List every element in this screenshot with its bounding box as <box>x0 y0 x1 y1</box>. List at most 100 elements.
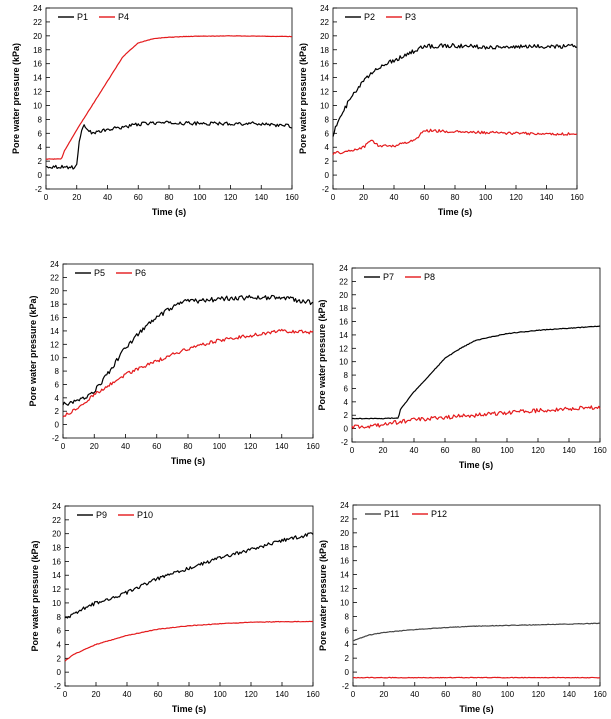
x-tick-label: 40 <box>123 690 132 699</box>
y-tick-label: 8 <box>38 115 43 124</box>
y-tick-label: 18 <box>52 544 61 553</box>
y-tick-label: 18 <box>33 46 42 55</box>
x-tick-label: 140 <box>562 690 576 699</box>
y-tick-label: 18 <box>50 300 59 309</box>
y-tick-label: 24 <box>52 502 61 511</box>
legend-label: P1 <box>77 12 88 22</box>
y-tick-label: 4 <box>345 640 350 649</box>
y-tick-label: 6 <box>55 380 60 389</box>
legend-label: P12 <box>431 509 447 519</box>
y-tick-label: 2 <box>38 157 43 166</box>
y-tick-label: 12 <box>33 88 42 97</box>
x-tick-label: 20 <box>92 690 101 699</box>
y-tick-label: 6 <box>345 626 350 635</box>
y-tick-label: 6 <box>344 384 349 393</box>
chart-panel-p5-p6: 0 20 40 60 80 100 120 140 160-202468101214161820… <box>28 260 320 466</box>
y-axis-title: Pore water pressure (kPa) <box>298 43 308 154</box>
x-tick-label: 20 <box>359 193 368 202</box>
x-tick-label: 120 <box>224 193 238 202</box>
y-tick-label: 8 <box>345 612 350 621</box>
y-tick-label: -2 <box>35 185 43 194</box>
x-tick-label: 120 <box>531 446 545 455</box>
y-tick-label: 20 <box>50 287 59 296</box>
legend-label: P3 <box>405 12 416 22</box>
x-tick-label: 0 <box>331 193 336 202</box>
x-tick-label: 100 <box>479 193 493 202</box>
x-tick-label: 140 <box>562 446 576 455</box>
x-tick-label: 120 <box>244 690 258 699</box>
y-tick-label: -2 <box>322 185 330 194</box>
y-tick-label: 4 <box>57 640 62 649</box>
y-tick-label: 12 <box>52 585 61 594</box>
x-tick-label: 100 <box>500 446 514 455</box>
y-tick-label: 8 <box>57 613 62 622</box>
x-tick-label: 100 <box>501 690 515 699</box>
y-tick-label: 18 <box>320 46 329 55</box>
y-tick-label: 8 <box>55 367 60 376</box>
legend-label: P5 <box>94 268 105 278</box>
x-tick-label: 120 <box>509 193 523 202</box>
y-tick-label: 4 <box>325 143 330 152</box>
x-tick-label: 60 <box>134 193 143 202</box>
x-tick-label: 40 <box>390 193 399 202</box>
y-tick-label: 18 <box>340 543 349 552</box>
y-tick-label: 16 <box>50 314 59 323</box>
y-tick-label: 0 <box>38 171 43 180</box>
x-tick-label: 40 <box>103 193 112 202</box>
x-tick-label: 80 <box>451 193 460 202</box>
x-tick-label: 140 <box>275 690 289 699</box>
y-tick-label: 4 <box>344 398 349 407</box>
x-tick-label: 100 <box>193 193 207 202</box>
y-tick-label: 0 <box>344 425 349 434</box>
chart-panel-p1-p4: 0 20 40 60 80 100 120 140 160-202468101214161820… <box>11 4 299 217</box>
x-tick-label: 60 <box>441 446 450 455</box>
y-tick-label: 0 <box>57 668 62 677</box>
x-tick-label: 40 <box>121 442 130 451</box>
y-tick-label: 10 <box>340 598 349 607</box>
x-tick-label: 100 <box>213 442 227 451</box>
x-axis-title: Time (s) <box>438 207 472 217</box>
x-tick-label: 20 <box>379 690 388 699</box>
y-tick-label: 22 <box>33 18 42 27</box>
y-tick-label: 6 <box>325 129 330 138</box>
y-tick-label: 22 <box>52 516 61 525</box>
y-tick-label: 24 <box>320 4 329 13</box>
series-line-p5 <box>62 294 314 406</box>
plot-frame <box>64 505 314 687</box>
y-tick-label: 2 <box>325 157 330 166</box>
series-line-p7 <box>351 325 601 420</box>
x-tick-label: 40 <box>410 446 419 455</box>
y-tick-label: 12 <box>340 585 349 594</box>
series-line-p8 <box>351 405 601 430</box>
x-tick-label: 160 <box>593 446 607 455</box>
series-line-p9 <box>64 532 314 619</box>
y-tick-label: -2 <box>52 434 60 443</box>
series-line-p4 <box>45 35 293 160</box>
y-tick-label: 14 <box>50 327 59 336</box>
x-axis-title: Time (s) <box>172 704 206 714</box>
legend-label: P7 <box>383 272 394 282</box>
plot-frame <box>332 7 578 190</box>
x-tick-label: 120 <box>244 442 258 451</box>
x-tick-label: 60 <box>441 690 450 699</box>
y-tick-label: 14 <box>320 74 329 83</box>
y-axis-title: Pore water pressure (kPa) <box>318 540 328 651</box>
x-tick-label: 80 <box>185 690 194 699</box>
y-tick-label: 12 <box>339 344 348 353</box>
x-tick-label: 60 <box>154 690 163 699</box>
y-tick-label: 2 <box>57 654 62 663</box>
x-axis-title: Time (s) <box>459 704 493 714</box>
series-line-p10 <box>64 620 314 662</box>
y-tick-label: 6 <box>57 627 62 636</box>
chart-panel-p2-p3: 0 20 40 60 80 100 120 140 160-202468101214161820… <box>298 4 584 217</box>
x-tick-label: 160 <box>306 690 320 699</box>
legend-label: P8 <box>424 272 435 282</box>
y-tick-label: 24 <box>33 4 42 13</box>
y-tick-label: 8 <box>325 115 330 124</box>
y-tick-label: 16 <box>320 60 329 69</box>
y-tick-label: 12 <box>320 88 329 97</box>
y-tick-label: -2 <box>341 438 349 447</box>
y-tick-label: 0 <box>345 668 350 677</box>
chart-panel-p7-p8: 0 20 40 60 80 100 120 140 160-202468101214161820… <box>317 264 607 470</box>
y-tick-label: 20 <box>320 32 329 41</box>
